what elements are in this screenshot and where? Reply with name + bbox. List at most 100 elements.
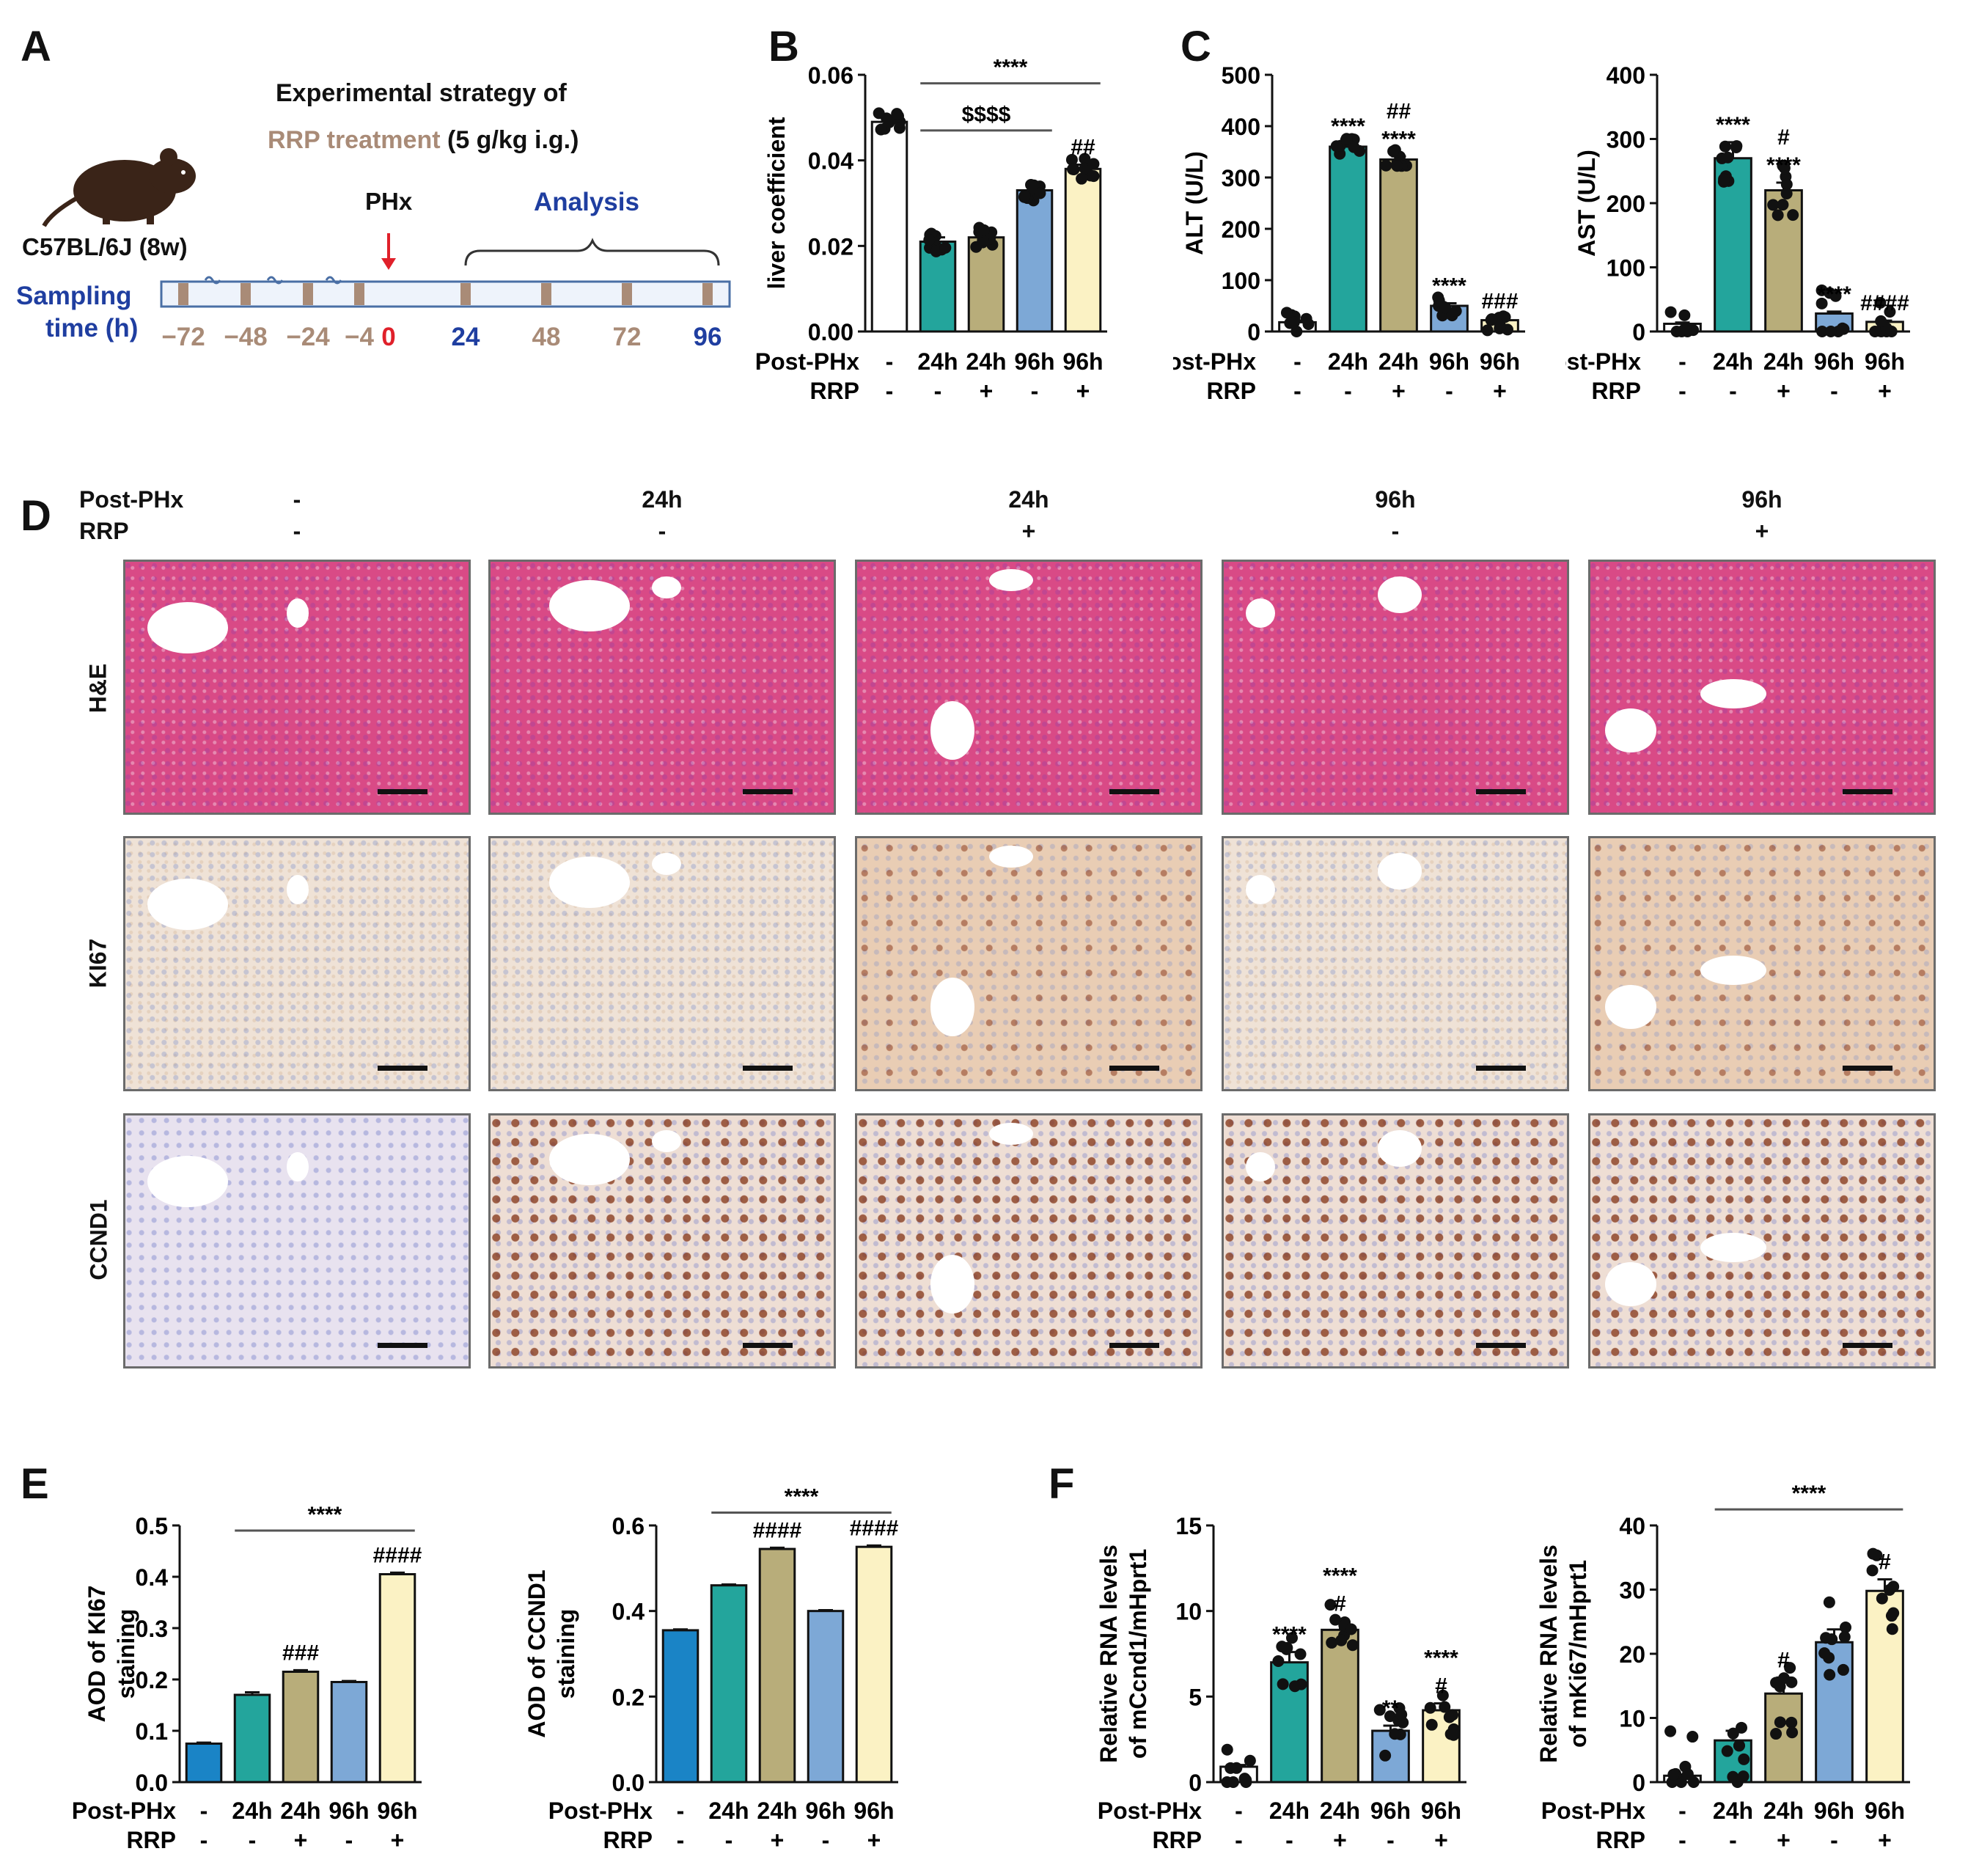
- bar: [710, 1584, 748, 1784]
- data-point: [1443, 1711, 1455, 1723]
- data-point: [1087, 158, 1100, 170]
- group-label-postphx: 24h: [708, 1798, 749, 1824]
- y-tick-label: 100: [1607, 255, 1645, 282]
- significance-label: ####: [753, 1518, 802, 1542]
- chart-alt: 0 100 200 300 400 500 ALT (U/L) **** **** ## **** #…: [1173, 62, 1525, 404]
- timeline-label: 72: [612, 323, 642, 351]
- significance-label: ****: [1272, 1623, 1307, 1647]
- significance-label: ****: [1432, 274, 1466, 298]
- column-header-rrp: -: [293, 518, 301, 544]
- vessel-lumen: [989, 1123, 1033, 1145]
- data-point: [1329, 1613, 1342, 1626]
- bar: [330, 1681, 368, 1784]
- micrograph-ki67-2: [488, 836, 836, 1091]
- y-axis-label: AOD of CCND1: [524, 1569, 550, 1737]
- data-point: [1348, 141, 1360, 153]
- data-point: [1816, 326, 1829, 337]
- y-axis-label: ALT (U/L): [1181, 151, 1208, 255]
- data-point: [939, 241, 952, 254]
- group-label-postphx: 24h: [1378, 348, 1419, 375]
- column-header-postphx: 96h: [1741, 486, 1782, 513]
- vessel-lumen: [147, 879, 228, 930]
- timeline-label: −24: [286, 323, 330, 351]
- micrograph-he-4: [1222, 560, 1569, 815]
- y-tick-label: 0: [1247, 319, 1260, 345]
- data-point: [1737, 1770, 1749, 1783]
- y-tick-label: 0.00: [808, 319, 853, 345]
- group-row-label-rrp: RRP: [603, 1827, 653, 1853]
- panel-letter-c: C: [1181, 23, 1211, 70]
- group-label-rrp: -: [677, 1827, 685, 1853]
- timeline-break: [204, 276, 221, 285]
- micrograph-he-5: [1588, 560, 1936, 815]
- timeline-label: 24: [451, 323, 480, 351]
- group-row-label-postphx: Post-PHx: [1541, 1798, 1645, 1824]
- group-label-rrp: -: [1031, 378, 1039, 404]
- column-header-rrp: -: [658, 518, 667, 544]
- data-point: [1272, 1655, 1285, 1667]
- vessel-lumen: [287, 598, 309, 628]
- group-label-rrp: -: [725, 1827, 733, 1853]
- data-point: [1883, 1583, 1895, 1596]
- data-point: [1767, 199, 1780, 211]
- group-label-rrp: +: [294, 1827, 308, 1853]
- data-point: [1722, 151, 1734, 164]
- y-tick-label: 0: [1632, 1770, 1645, 1796]
- significance-label: #: [1777, 125, 1790, 150]
- data-point: [1439, 1701, 1451, 1713]
- group-label-rrp: -: [1729, 1827, 1737, 1853]
- vessel-lumen: [1700, 956, 1766, 985]
- bar: [233, 1693, 271, 1784]
- data-point: [1824, 1668, 1836, 1681]
- y-tick-label: 0.06: [808, 62, 853, 89]
- bar: [1815, 1641, 1854, 1784]
- data-point: [1373, 1704, 1386, 1716]
- data-point: [1079, 153, 1091, 165]
- timeline-bar: [160, 280, 731, 308]
- micrograph-he-1: [123, 560, 471, 815]
- group-label-postphx: 96h: [377, 1798, 417, 1824]
- y-axis-label-line2: of mCcnd1/mHprt1: [1125, 1549, 1151, 1759]
- vessel-lumen: [147, 602, 228, 653]
- scale-bar: [743, 1066, 793, 1071]
- timeline-break: [266, 276, 284, 285]
- timeline-label: 48: [532, 323, 561, 351]
- y-tick-label: 0.0: [136, 1770, 168, 1796]
- group-label-rrp: -: [200, 1827, 208, 1853]
- panel-letter-d: D: [21, 492, 51, 540]
- data-point: [1824, 326, 1837, 337]
- row-label-he: H&E: [84, 663, 111, 714]
- significance-label: ####: [850, 1516, 899, 1540]
- data-point: [1280, 307, 1293, 319]
- data-point: [1391, 160, 1403, 172]
- group-label-postphx: 96h: [1370, 1798, 1411, 1824]
- vessel-lumen: [1378, 853, 1422, 890]
- y-tick-label: 300: [1607, 127, 1645, 153]
- data-point: [1300, 312, 1312, 325]
- bar: [1016, 189, 1054, 333]
- data-point: [1686, 1731, 1699, 1743]
- y-tick-label: 0: [1189, 1770, 1202, 1796]
- dose-label: (5 g/kg i.g.): [447, 126, 579, 154]
- group-label-postphx: 24h: [232, 1798, 272, 1824]
- phx-arrow-head: [381, 258, 396, 270]
- scale-bar: [743, 1343, 793, 1348]
- scale-bar: [1109, 1343, 1159, 1348]
- data-point: [1326, 1636, 1338, 1649]
- vessel-lumen: [287, 1152, 309, 1181]
- significance-label: #: [1435, 1674, 1447, 1699]
- vessel-lumen: [1700, 679, 1766, 708]
- data-point: [1885, 326, 1898, 337]
- bracket-label: ****: [308, 1503, 342, 1527]
- y-tick-label: 10: [1175, 1599, 1202, 1625]
- data-point: [1221, 1743, 1233, 1756]
- group-label-postphx: 24h: [1763, 1798, 1804, 1824]
- group-label-rrp: -: [1830, 378, 1838, 404]
- d-header-postphx: Post-PHx: [79, 486, 184, 513]
- data-point: [1389, 1728, 1401, 1740]
- group-label-rrp: -: [1445, 378, 1453, 404]
- group-label-postphx: -: [200, 1798, 208, 1824]
- y-tick-label: 0.5: [136, 1513, 168, 1539]
- data-point: [1227, 1776, 1239, 1788]
- group-label-rrp: -: [1387, 1827, 1395, 1853]
